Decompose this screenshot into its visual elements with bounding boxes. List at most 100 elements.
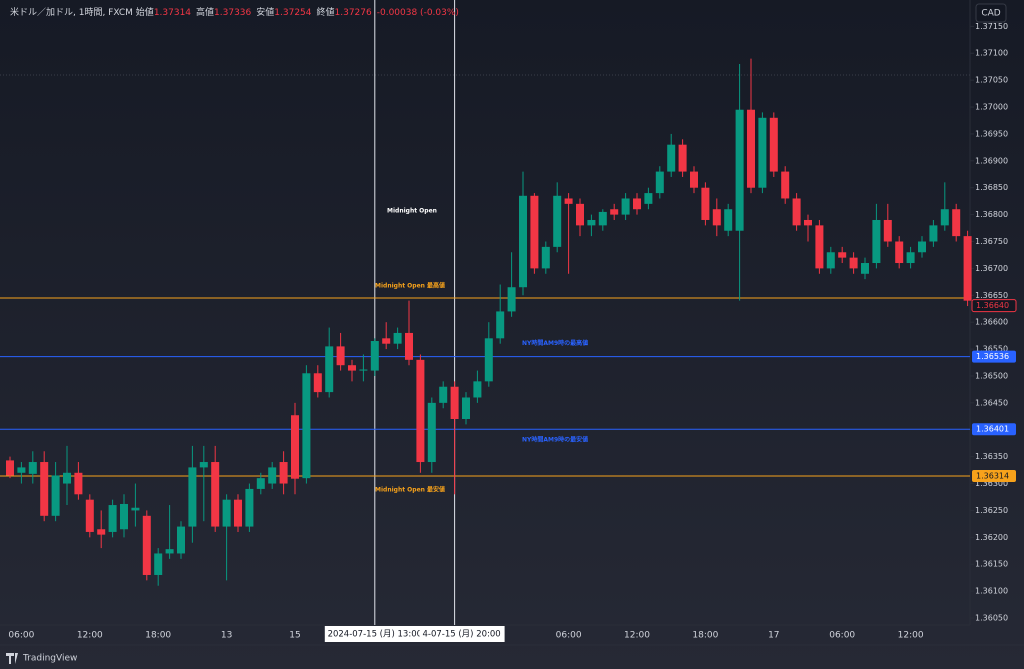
brand-logo <box>6 653 18 664</box>
legend: 米ドル／加ドル, 1時間, FXCM 始値1.37314 高値1.37336 安値1… <box>10 5 464 18</box>
candle-body <box>51 475 60 516</box>
x-tick-label: 12:00 <box>898 631 924 641</box>
candle-body <box>667 144 676 172</box>
candle-body <box>792 198 801 226</box>
candle-body <box>450 386 459 419</box>
candle-body <box>553 195 562 247</box>
candle-body <box>906 252 915 264</box>
price-box <box>972 423 1016 436</box>
ohlc-value: 1.37314 <box>153 8 192 18</box>
level-text: Midnight Open 最高値 <box>375 281 445 289</box>
candle-body <box>211 462 220 527</box>
candle-body <box>861 263 869 274</box>
candle-body <box>541 246 550 269</box>
candle-body <box>781 171 790 199</box>
price-box-label: 1.36314 <box>976 472 1009 481</box>
y-tick-label: 1.37150 <box>975 22 1008 31</box>
candle-body <box>655 171 664 194</box>
x-tick-label: 12:00 <box>77 631 103 641</box>
candle-body <box>302 373 311 479</box>
candle-body <box>268 467 277 484</box>
y-tick-label: 1.36350 <box>975 452 1008 461</box>
candle-body <box>370 341 379 371</box>
candle-body <box>405 332 413 360</box>
x-tick-label: 06:00 <box>829 631 855 641</box>
candle-body <box>895 241 904 264</box>
crosshair-label-box <box>419 626 505 642</box>
y-tick-label: 1.37000 <box>975 103 1008 112</box>
candle-body <box>177 526 185 554</box>
x-tick-label: 06:00 <box>8 631 34 641</box>
crosshair-label-text: 2024-07-15 (月) 13:00 <box>328 630 422 640</box>
y-tick-label: 1.36950 <box>975 129 1008 138</box>
change: -0.00038 (-0.03%) <box>376 8 459 18</box>
candle-body <box>348 365 356 371</box>
currency-button-label: CAD <box>981 9 1000 19</box>
candle-body <box>291 415 299 479</box>
ohlc-value: 1.37276 <box>334 8 372 18</box>
y-tick-label: 1.36200 <box>975 533 1008 542</box>
candle-body <box>462 397 470 419</box>
candle-body <box>724 209 733 231</box>
candle-body <box>849 257 858 269</box>
level-text: NY時間AM9時の最高値 <box>522 339 588 347</box>
candle-body <box>188 467 197 527</box>
ohlc-value: 1.37336 <box>214 8 252 18</box>
candle-body <box>97 529 106 535</box>
y-tick-label: 1.36050 <box>975 614 1008 623</box>
candle-body <box>929 225 938 242</box>
candle-body <box>40 462 49 516</box>
y-tick-label: 1.37050 <box>975 76 1008 85</box>
y-tick-label: 1.36500 <box>975 371 1008 380</box>
candle-body <box>484 338 493 382</box>
candle-body <box>120 503 128 530</box>
x-tick-label: 17 <box>768 631 779 641</box>
x-tick-label: 18:00 <box>145 631 171 641</box>
candle-body <box>439 386 448 403</box>
y-tick-label: 1.36300 <box>975 479 1008 488</box>
candle-body <box>28 462 37 474</box>
candle-body <box>256 478 265 489</box>
x-tick-label: 12:00 <box>624 631 650 641</box>
candle-body <box>804 219 812 226</box>
ohlc: 始値1.37314 高値1.37336 安値1.37254 終値1.37276 <box>136 8 377 18</box>
price-box-label: 1.36401 <box>976 425 1009 434</box>
candle-body <box>63 472 71 484</box>
candle-body <box>747 109 755 188</box>
candle-body <box>85 499 94 532</box>
y-tick-label: 1.36850 <box>975 183 1008 192</box>
y-tick-label: 1.36250 <box>975 506 1008 515</box>
candle-body <box>108 505 117 532</box>
ohlc-label: 終値 <box>316 8 335 18</box>
price-box-label: 1.36536 <box>976 352 1009 361</box>
y-tick-label: 1.36600 <box>975 318 1008 327</box>
level-text: NY時間AM9時の最安値 <box>522 436 588 444</box>
candle-body <box>165 549 174 554</box>
candle-body <box>245 488 254 527</box>
candle-body <box>359 369 368 371</box>
currency-button[interactable] <box>975 3 1007 23</box>
note: Midnight Open <box>387 208 437 215</box>
candle-body <box>576 203 584 226</box>
candle-body <box>701 187 710 220</box>
candle-body <box>690 171 698 188</box>
candle-body <box>336 346 345 366</box>
candle-body <box>940 209 949 226</box>
candle-body <box>963 236 972 301</box>
candle-body <box>758 117 767 188</box>
candle-body <box>872 219 881 264</box>
candle-body <box>393 332 402 344</box>
candle-body <box>598 211 607 226</box>
symbol: 米ドル／加ドル, 1時間, FXCM <box>10 8 133 18</box>
candle-body <box>621 198 630 215</box>
ohlc-label: 始値 <box>135 8 154 18</box>
candle-body <box>199 462 208 468</box>
candle-body <box>564 198 573 204</box>
candle-body <box>838 252 847 258</box>
candle-body <box>678 144 687 172</box>
candle-body <box>918 241 926 253</box>
candle-body <box>131 507 140 511</box>
last-price-label: 1.36640 <box>976 301 1009 310</box>
